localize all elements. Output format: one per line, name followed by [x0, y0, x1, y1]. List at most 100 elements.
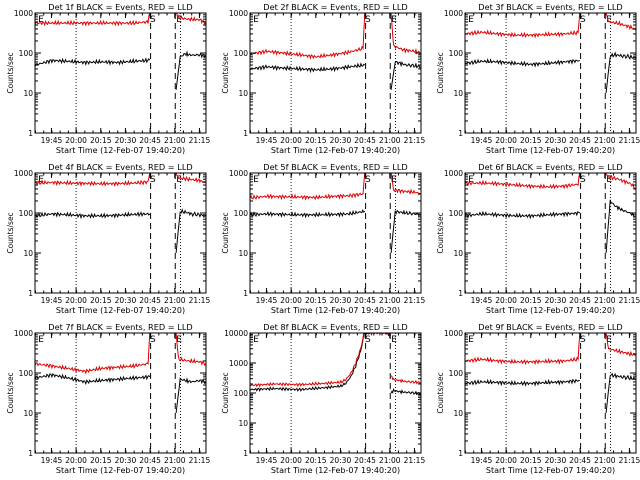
events-series-line	[35, 211, 151, 220]
y-tick-label: 10	[23, 249, 33, 258]
x-tick-label: 19:45	[471, 136, 493, 145]
x-tick-label: 20:00	[280, 456, 302, 465]
y-tick-label: 1000	[444, 329, 463, 338]
events-series-line	[605, 199, 636, 254]
x-tick-label: 20:30	[545, 136, 567, 145]
x-axis-label: Start Time (12-Feb-07 19:40:20)	[271, 146, 400, 155]
x-tick-label: 20:45	[569, 296, 591, 305]
y-axis-label: Counts/sec	[221, 52, 230, 93]
y-tick-label: 1000	[229, 359, 248, 368]
panel-title: Det 9f BLACK = Events, RED = LLD	[478, 322, 622, 332]
lld-series-line	[390, 173, 421, 196]
event-marker-label: E	[391, 335, 397, 345]
x-tick-label: 20:30	[545, 296, 567, 305]
lld-series-line	[390, 13, 421, 55]
event-marker-label: E	[38, 335, 44, 345]
x-tick-label: 20:15	[305, 136, 327, 145]
panel-det-1: Det 1f BLACK = Events, RED = LLD E S E 1 10 10…	[6, 2, 210, 155]
x-tick-label: 21:15	[404, 456, 426, 465]
y-axis-label: Counts/sec	[436, 212, 445, 253]
x-tick-label: 20:00	[65, 136, 87, 145]
y-tick-label: 100	[449, 369, 464, 378]
events-series-line	[250, 209, 366, 219]
y-tick-label: 1000	[444, 169, 463, 178]
event-marker-label: S	[580, 175, 586, 185]
event-marker-label: E	[391, 15, 397, 25]
x-tick-label: 20:15	[520, 136, 542, 145]
panel-title: Det 8f BLACK = Events, RED = LLD	[263, 322, 407, 332]
y-tick-label: 100	[449, 209, 464, 218]
x-axis-label: Start Time (12-Feb-07 19:40:20)	[56, 146, 185, 155]
panel-title: Det 7f BLACK = Events, RED = LLD	[48, 322, 192, 332]
event-marker-label: S	[365, 15, 371, 25]
event-marker-label: S	[150, 15, 156, 25]
lld-series-line	[250, 173, 366, 201]
x-axis-label: Start Time (12-Feb-07 19:40:20)	[271, 466, 400, 475]
x-tick-label: 20:15	[305, 296, 327, 305]
x-tick-label: 19:45	[256, 296, 278, 305]
panel-det-8: Det 8f BLACK = Events, RED = LLD E S E 1 10 10…	[221, 322, 425, 475]
x-axis-label: Start Time (12-Feb-07 19:40:20)	[56, 306, 185, 315]
events-series-line	[390, 209, 421, 254]
x-tick-label: 20:30	[115, 136, 137, 145]
events-series-line	[35, 57, 151, 67]
lld-series-line	[175, 173, 206, 184]
panel-det-2: Det 2f BLACK = Events, RED = LLD E S E 1 10 10…	[221, 2, 425, 155]
y-tick-label: 10	[453, 249, 463, 258]
lld-series-line	[35, 173, 151, 188]
y-tick-label: 1	[28, 289, 33, 298]
y-axis-label: Counts/sec	[6, 212, 15, 253]
panel-det-4: Det 4f BLACK = Events, RED = LLD E S E 1 10 10…	[6, 162, 210, 315]
events-series-line	[465, 57, 580, 68]
x-tick-label: 20:15	[90, 456, 112, 465]
x-tick-label: 21:00	[164, 296, 186, 305]
event-marker-label: E	[253, 15, 259, 25]
panel-title: Det 5f BLACK = Events, RED = LLD	[263, 162, 407, 172]
x-tick-label: 21:00	[379, 296, 401, 305]
x-tick-label: 19:45	[471, 296, 493, 305]
x-tick-label: 21:15	[189, 136, 211, 145]
y-tick-label: 100	[19, 369, 34, 378]
x-tick-label: 20:15	[90, 296, 112, 305]
event-marker-label: S	[580, 335, 586, 345]
lld-series-line	[35, 333, 151, 375]
x-tick-label: 19:45	[471, 456, 493, 465]
event-marker-label: E	[606, 335, 612, 345]
panel-det-6: Det 6f BLACK = Events, RED = LLD E S E 1 10 10…	[436, 162, 640, 315]
plot-frame	[464, 332, 637, 454]
lld-series-line	[465, 173, 581, 190]
y-axis-label: Counts/sec	[436, 372, 445, 413]
x-tick-label: 20:30	[330, 136, 352, 145]
event-marker-label: E	[176, 335, 182, 345]
event-marker-label: E	[468, 15, 474, 25]
panel-title: Det 2f BLACK = Events, RED = LLD	[263, 2, 407, 12]
y-tick-label: 1000	[444, 9, 463, 18]
x-tick-label: 20:00	[280, 136, 302, 145]
series-group	[465, 333, 636, 414]
events-series-line	[175, 50, 206, 90]
y-tick-label: 1000	[14, 9, 33, 18]
event-marker-label: E	[468, 335, 474, 345]
x-tick-label: 21:15	[189, 456, 211, 465]
event-marker-label: E	[606, 15, 612, 25]
y-tick-label: 100	[449, 49, 464, 58]
event-marker-label: E	[253, 335, 259, 345]
events-series-line	[250, 333, 390, 393]
plot-frame	[34, 12, 207, 134]
x-tick-label: 21:00	[164, 136, 186, 145]
x-tick-label: 20:45	[139, 136, 161, 145]
x-tick-label: 20:15	[520, 456, 542, 465]
y-tick-label: 1	[243, 449, 248, 458]
x-tick-label: 20:45	[139, 296, 161, 305]
x-axis-label: Start Time (12-Feb-07 19:40:20)	[486, 146, 615, 155]
lld-series-line	[175, 13, 206, 26]
x-tick-label: 20:00	[495, 136, 517, 145]
panel-det-9: Det 9f BLACK = Events, RED = LLD E S E 1 10 10…	[436, 322, 640, 475]
x-tick-label: 21:00	[594, 136, 616, 145]
event-marker-label: S	[365, 335, 371, 345]
y-tick-label: 100	[19, 49, 34, 58]
panel-det-7: Det 7f BLACK = Events, RED = LLD E S E 1 10 10…	[6, 322, 210, 475]
event-marker-label: E	[391, 175, 397, 185]
x-tick-label: 21:00	[164, 456, 186, 465]
